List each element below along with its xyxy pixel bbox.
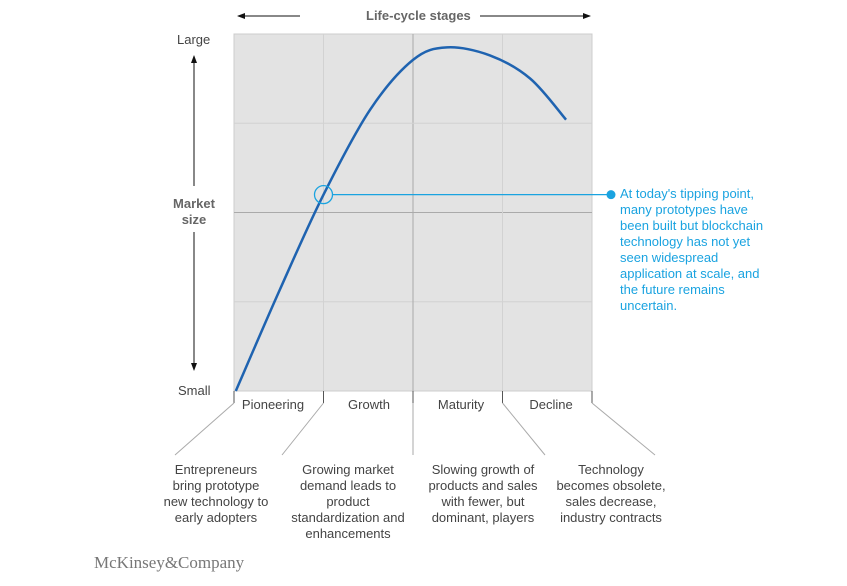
leader-line: [502, 402, 546, 456]
tipping-point-annotation: At today's tipping point, many prototype…: [620, 186, 764, 313]
grid: [234, 34, 592, 391]
y-bottom-label: Small: [178, 383, 211, 398]
stage-description: Technology becomes obsolete, sales decre…: [556, 462, 666, 525]
y-axis-title: Market size: [173, 196, 215, 227]
stage-label: Growth: [348, 397, 390, 412]
y-top-label: Large: [177, 32, 211, 47]
stage-label: Pioneering: [241, 397, 305, 412]
leader-line: [591, 402, 656, 456]
callout-dot: [606, 190, 616, 200]
market-size-curve: [234, 46, 567, 392]
stage-description: Entrepreneurs bring prototype new techno…: [163, 462, 269, 525]
stage-label: Maturity: [437, 397, 485, 412]
stage-label: Decline: [529, 397, 573, 412]
leader-line: [281, 402, 324, 456]
x-axis-title: Life-cycle stages: [362, 8, 475, 23]
leader-line: [174, 402, 235, 456]
stage-description: Slowing growth of products and sales wit…: [428, 462, 538, 525]
mckinsey-logo: McKinsey&Company: [94, 553, 245, 572]
stage-description: Growing market demand leads to product s…: [291, 462, 405, 541]
stage-leader-lines: [174, 391, 656, 456]
